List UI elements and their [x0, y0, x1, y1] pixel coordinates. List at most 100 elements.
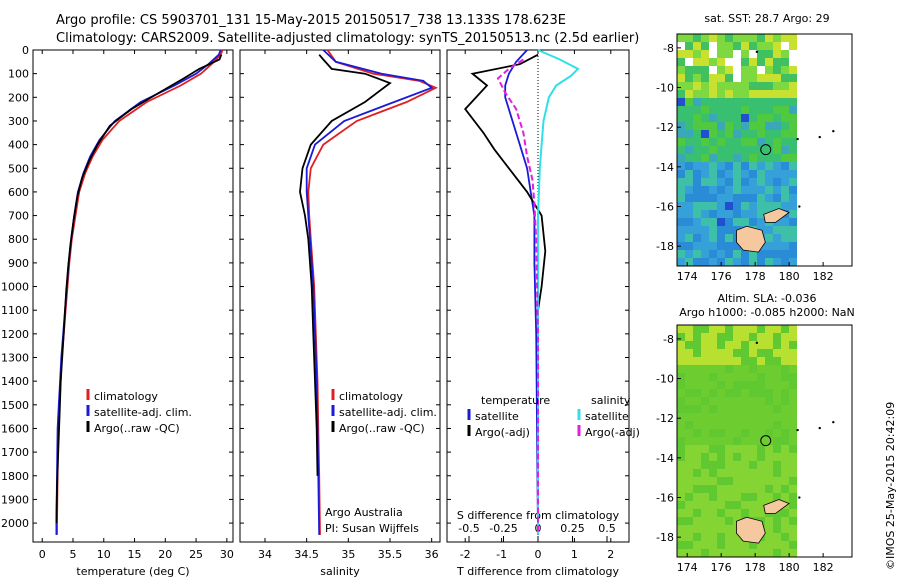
map-cell [677, 501, 685, 509]
map-cell [789, 453, 797, 461]
map-cell [685, 170, 693, 178]
map-cell [789, 445, 797, 453]
islet-marker [755, 341, 759, 345]
map-cell [709, 130, 717, 138]
map-cell [709, 154, 717, 162]
map-cell [693, 74, 701, 82]
map-cell [781, 445, 789, 453]
map-cell [677, 437, 685, 445]
map-cell [685, 461, 693, 469]
map-cell [693, 461, 701, 469]
map-cell [701, 210, 709, 218]
islet-marker [796, 137, 799, 141]
map-cell [677, 405, 685, 413]
map-cell [789, 90, 797, 98]
map-cell [781, 341, 789, 349]
map-cell [757, 34, 765, 42]
map-cell [789, 397, 797, 405]
map-cell [685, 549, 693, 557]
map-cell [757, 50, 765, 58]
map-cell [741, 453, 749, 461]
map-cell [733, 437, 741, 445]
map-cell [693, 381, 701, 389]
map-cell [693, 50, 701, 58]
map-cell [789, 130, 797, 138]
map-cell [789, 405, 797, 413]
map-cell [757, 194, 765, 202]
map-cell [789, 194, 797, 202]
map-cell [685, 202, 693, 210]
map-y-tick-label: -8 [663, 42, 674, 55]
map-cell [789, 517, 797, 525]
map-cell [773, 194, 781, 202]
map-cell [677, 381, 685, 389]
map-cell [781, 122, 789, 130]
map-cell [741, 421, 749, 429]
map-cell [733, 485, 741, 493]
x-tick-label: 20 [158, 548, 172, 561]
map-cell [693, 373, 701, 381]
map-cell [773, 429, 781, 437]
map-cell [717, 349, 725, 357]
map-cell [741, 98, 749, 106]
map-cell [685, 533, 693, 541]
map-cell [717, 469, 725, 477]
map-cell [725, 525, 733, 533]
map-cell [701, 66, 709, 74]
x-tick-label: 0 [535, 548, 542, 561]
map-cell [741, 170, 749, 178]
map-cell [733, 549, 741, 557]
y-tick-label: 1300 [1, 352, 29, 365]
map-cell [693, 485, 701, 493]
map-cell [693, 130, 701, 138]
y-tick-label: 700 [8, 210, 29, 223]
map-cell [685, 34, 693, 42]
map-cell [709, 210, 717, 218]
map-cell [725, 250, 733, 258]
map-cell [701, 341, 709, 349]
map-cell [717, 186, 725, 194]
map-frame [676, 324, 853, 558]
map-x-tick-label: 180 [779, 270, 800, 283]
map-cell [709, 349, 717, 357]
map-cell [693, 549, 701, 557]
map-cell [709, 114, 717, 122]
map-cell [725, 218, 733, 226]
map-cell [693, 226, 701, 234]
map-cell [733, 349, 741, 357]
map-cell [741, 138, 749, 146]
map-cell [781, 146, 789, 154]
map-cell [725, 242, 733, 250]
map-cell [677, 162, 685, 170]
map-cell [781, 461, 789, 469]
map-cell [765, 461, 773, 469]
map-cell [765, 453, 773, 461]
map-cell [677, 357, 685, 365]
map-cell [717, 397, 725, 405]
y-tick-label: 900 [8, 257, 29, 270]
map-cell [701, 226, 709, 234]
map-cell [685, 365, 693, 373]
map-cell [773, 349, 781, 357]
map-cell [677, 397, 685, 405]
map-cell [677, 154, 685, 162]
map-cell [717, 461, 725, 469]
map-cell [773, 445, 781, 453]
map-cell [741, 58, 749, 66]
map-cell [709, 461, 717, 469]
map-cell [677, 509, 685, 517]
map-cell [693, 469, 701, 477]
map-cell [693, 178, 701, 186]
map-cell [701, 218, 709, 226]
map-cell [741, 397, 749, 405]
map-cell [749, 549, 757, 557]
map-cell [709, 333, 717, 341]
map-cell [765, 226, 773, 234]
map-cell [733, 202, 741, 210]
map-cell [701, 549, 709, 557]
map-cell [781, 381, 789, 389]
map-cell [725, 194, 733, 202]
map-cell [789, 250, 797, 258]
map-cell [757, 405, 765, 413]
map-cell [693, 194, 701, 202]
